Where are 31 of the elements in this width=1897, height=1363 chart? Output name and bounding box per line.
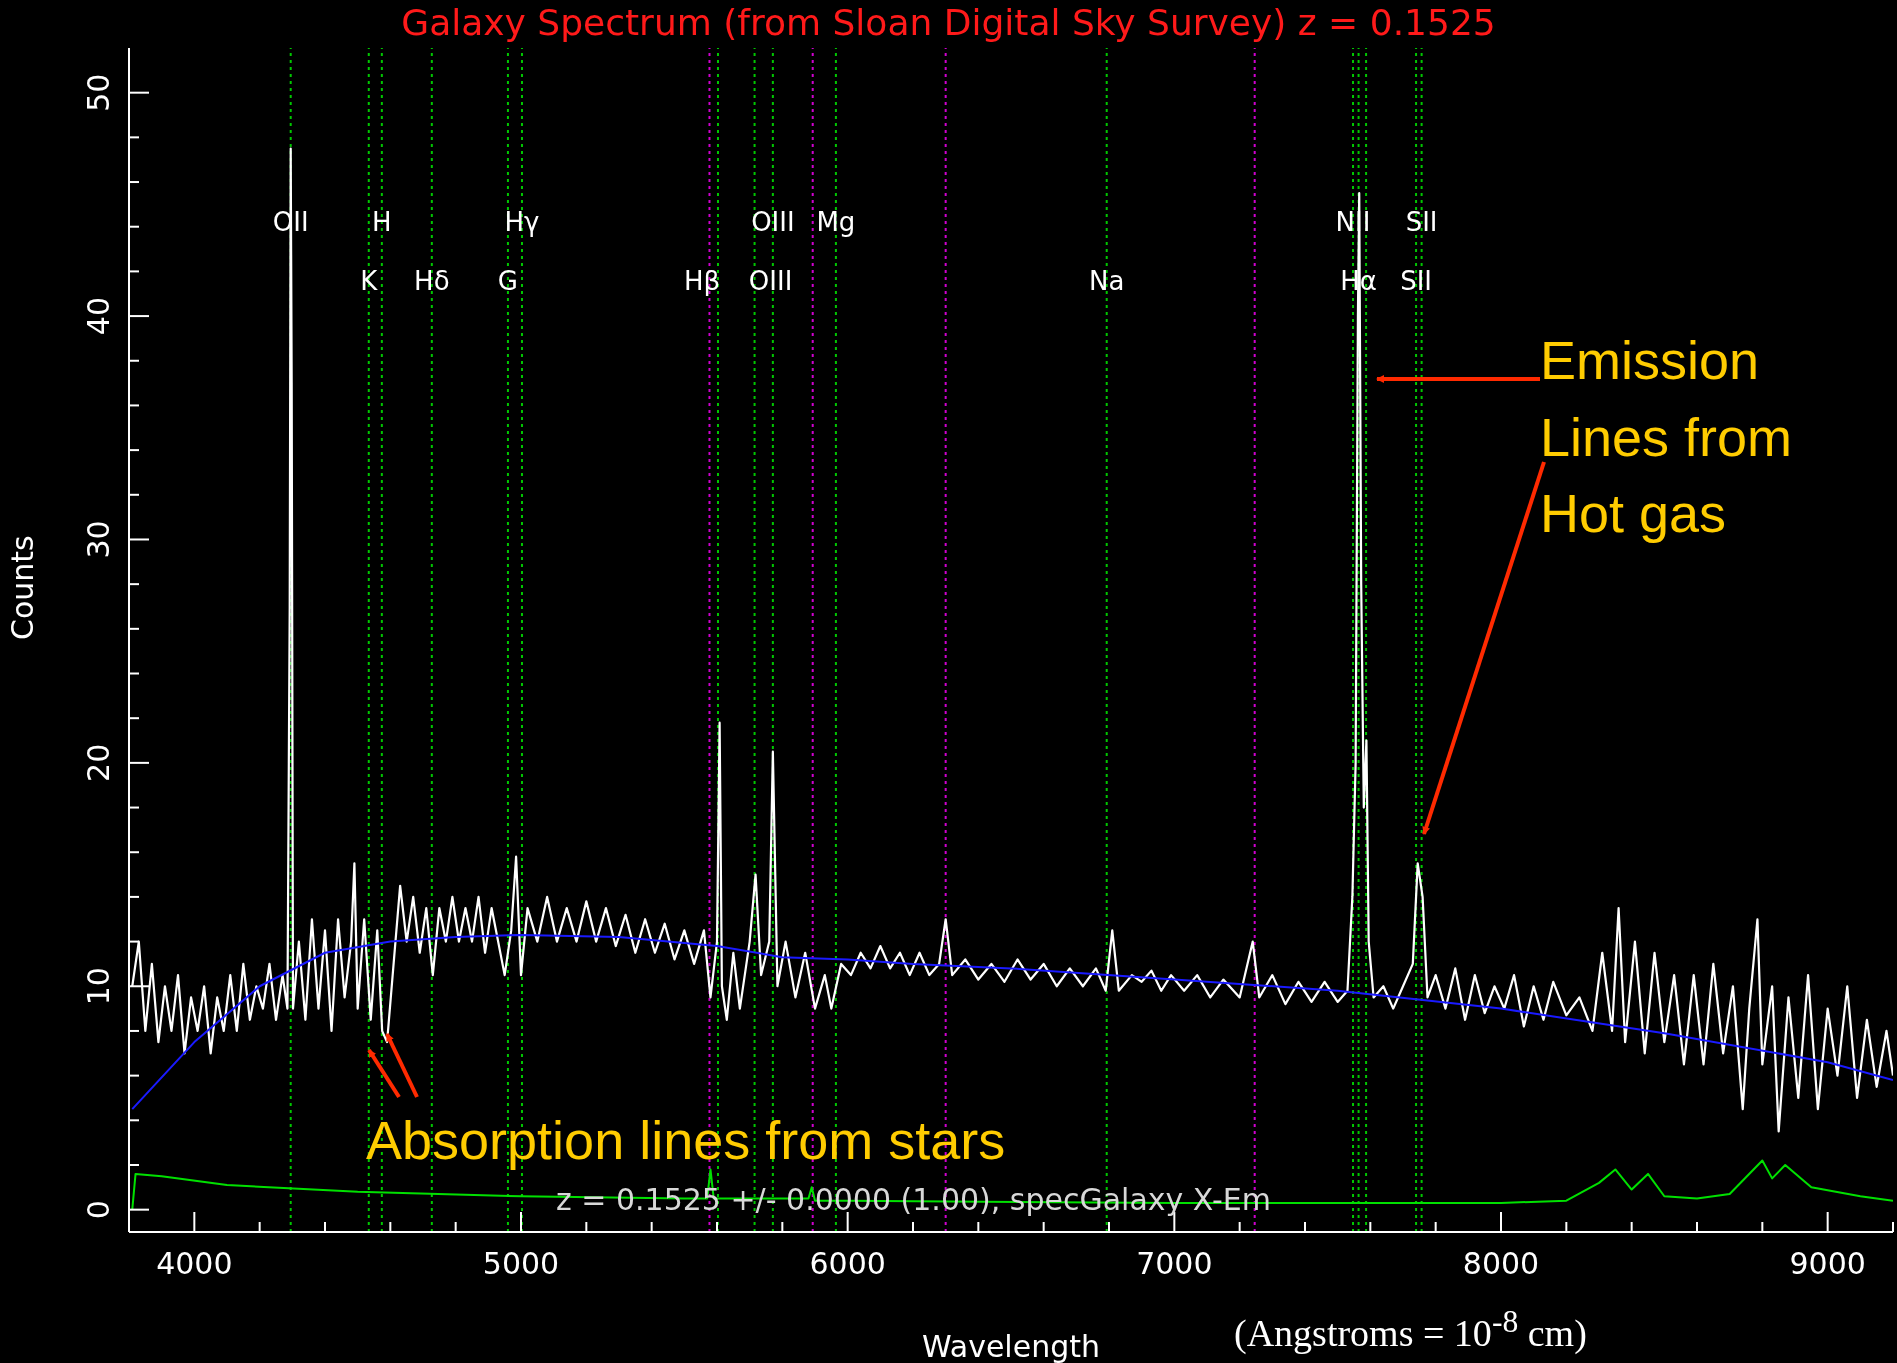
x-tick-label: 9000: [1789, 1246, 1866, 1281]
annotation: SII: [1400, 265, 1432, 296]
annotation: OIII: [748, 265, 793, 296]
x-tick-label: 7000: [1136, 1246, 1213, 1281]
y-tick-label: 20: [81, 743, 117, 782]
annotation: SII: [1405, 207, 1438, 238]
x-tick-label: 5000: [482, 1246, 560, 1281]
y-tick-label: 10: [81, 967, 117, 1006]
x-tick-label: 6000: [809, 1246, 886, 1281]
annotation: H: [372, 207, 392, 238]
x-axis-title: Wavelength: [922, 1329, 1100, 1363]
y-axis-title: Counts: [4, 535, 40, 640]
y-tick-label: 0: [81, 1200, 117, 1220]
annotation: G: [497, 265, 519, 296]
chart-title: Galaxy Spectrum (from Sloan Digital Sky Survey) z = 0.1525: [400, 2, 1497, 43]
y-tick-label: 50: [81, 73, 117, 112]
x-tick-label: 4000: [156, 1246, 233, 1281]
annotation: Na: [1089, 265, 1125, 296]
line-series: [131, 933, 1893, 1111]
annotation: OIII: [751, 207, 795, 238]
annotation: Absorption lines from stars: [366, 1109, 1007, 1172]
annotation: Hδ: [414, 265, 450, 296]
annotation: Emission Lines from Hot gas: [1540, 329, 1794, 546]
y-tick-label: 30: [81, 520, 117, 559]
annotation: Mg: [816, 207, 856, 238]
x-tick-label: 8000: [1462, 1246, 1540, 1281]
annotation: Hβ: [683, 265, 721, 296]
text: (Angstroms = 10$^{-8}$ cm): [1234, 1304, 1588, 1355]
y-tick-label: 40: [81, 296, 117, 336]
annotation: K: [360, 265, 379, 296]
annotation: Hγ: [504, 207, 540, 238]
